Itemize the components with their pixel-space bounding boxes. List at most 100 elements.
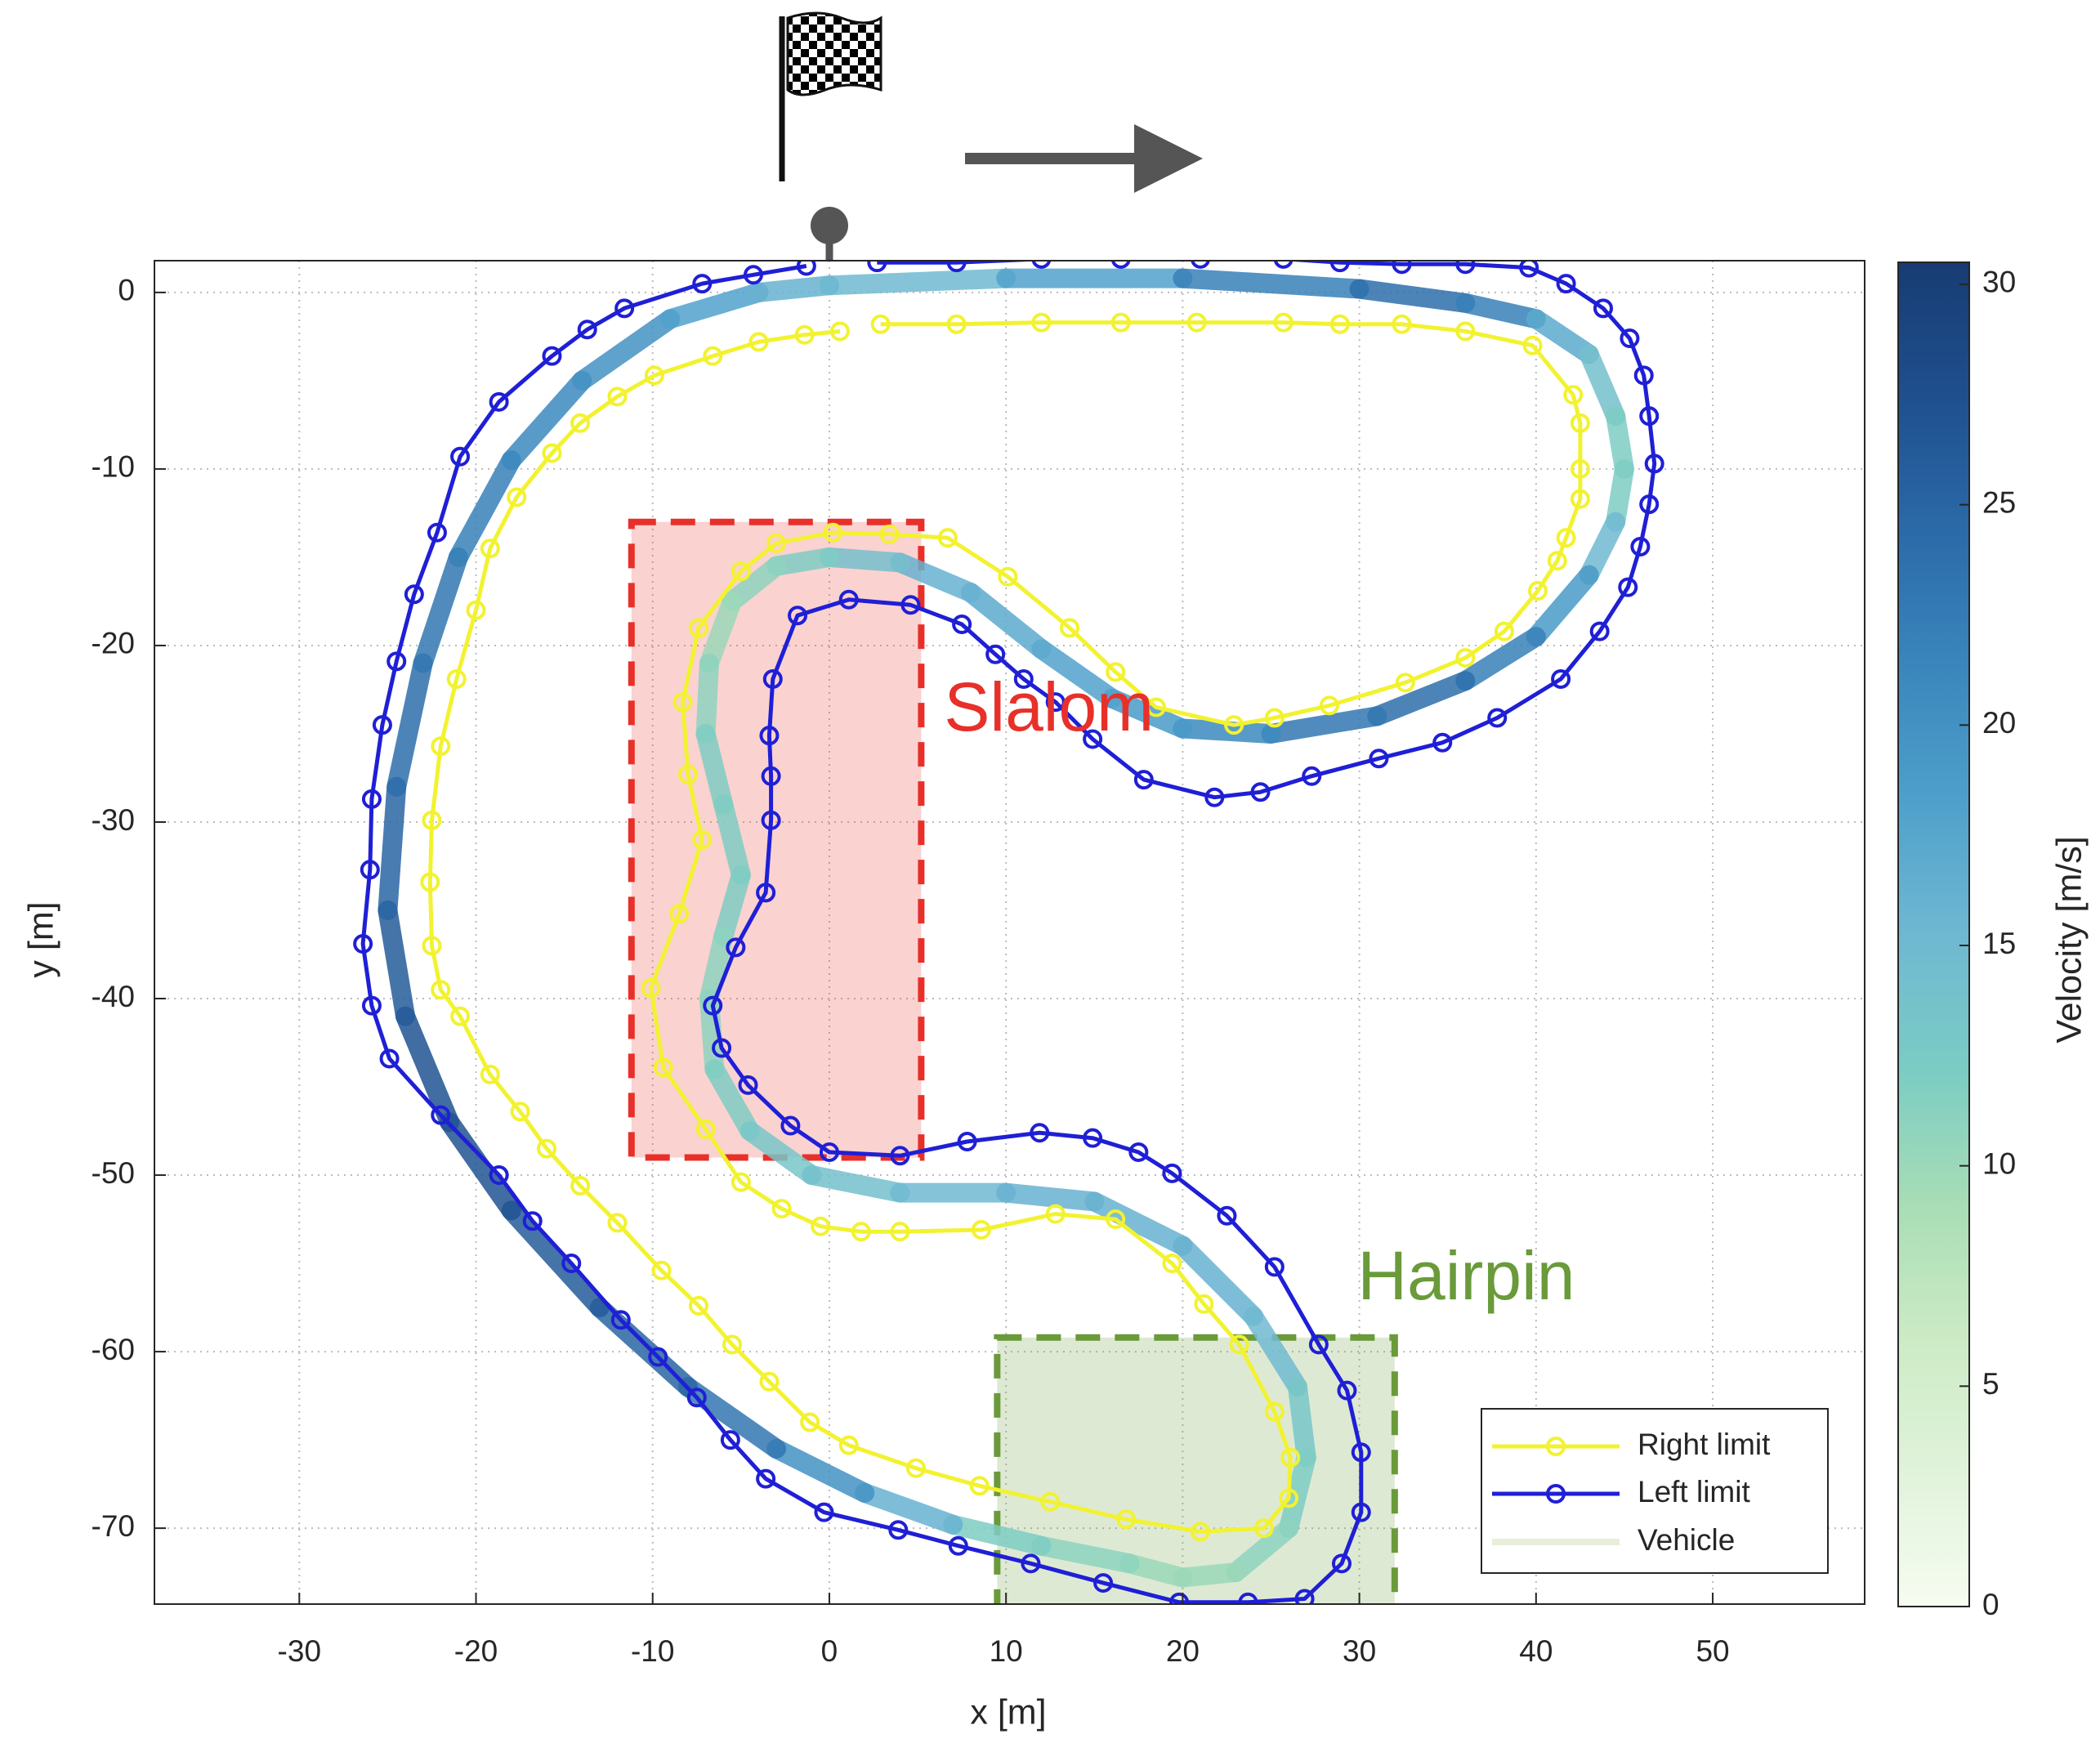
- limit-marker: [985, 644, 1006, 664]
- colorbar-tick-label: 25: [1982, 485, 2016, 519]
- colorbar-label: Velocity [m/s]: [2049, 836, 2089, 1043]
- limit-marker: [890, 1222, 910, 1242]
- vehicle-segment: [819, 268, 1016, 296]
- legend: Right limit Left limit Vehicle: [1481, 1408, 1829, 1574]
- limit-marker: [542, 346, 562, 366]
- vehicle-segment: [802, 1165, 910, 1203]
- limit-marker: [1204, 787, 1225, 807]
- limit-marker: [819, 1142, 839, 1162]
- colorbar-tick-label: 10: [1982, 1146, 2016, 1180]
- limit-marker: [771, 1199, 792, 1219]
- limit-marker: [1169, 1592, 1190, 1604]
- limit-marker: [1351, 1502, 1371, 1522]
- colorbar-fill: [1897, 261, 1970, 1607]
- limit-marker: [1556, 528, 1576, 548]
- limit-marker: [1060, 618, 1080, 638]
- x-axis-label: x [m]: [970, 1692, 1046, 1732]
- vehicle-segment: [1367, 671, 1476, 726]
- limit-marker: [480, 539, 500, 559]
- limit-marker: [1146, 697, 1166, 717]
- limit-marker: [1279, 1488, 1299, 1508]
- vehicle-segment: [1101, 688, 1193, 739]
- limit-marker: [651, 1260, 672, 1280]
- limit-marker: [905, 1458, 926, 1478]
- legend-marker: [1546, 1437, 1566, 1456]
- limit-marker: [692, 829, 713, 850]
- limit-marker: [811, 1216, 831, 1236]
- limit-line: [360, 261, 1657, 1604]
- limit-marker: [1644, 454, 1664, 474]
- limit-marker: [1162, 1254, 1182, 1274]
- limit-marker: [353, 934, 373, 954]
- vehicle-segment: [1579, 512, 1626, 585]
- limit-marker: [870, 314, 891, 334]
- x-tick-label: -30: [278, 1634, 321, 1668]
- limit-marker: [1487, 708, 1508, 728]
- limit-marker: [1250, 782, 1271, 802]
- limit-marker: [641, 978, 661, 999]
- vehicle-segment: [699, 989, 725, 1079]
- limit-marker: [766, 533, 787, 553]
- limit-marker: [1639, 406, 1660, 427]
- limit-marker: [1308, 1334, 1329, 1355]
- limit-marker: [1217, 1205, 1237, 1226]
- limit-marker: [1556, 274, 1576, 294]
- limit-marker: [1031, 261, 1052, 269]
- limit-marker: [1302, 766, 1322, 786]
- limit-marker: [1191, 261, 1210, 269]
- limit-marker: [731, 561, 751, 582]
- colorbar-tick-label: 20: [1982, 706, 2016, 740]
- limit-marker: [1392, 314, 1412, 334]
- limit-marker: [1563, 385, 1584, 405]
- limit-marker: [814, 1502, 834, 1522]
- legend-label: Right limit: [1638, 1428, 1771, 1461]
- limit-marker: [1522, 335, 1543, 355]
- vehicle-segment: [660, 282, 769, 329]
- limit-marker: [1570, 413, 1590, 433]
- limit-marker: [900, 595, 921, 615]
- vehicle-segment: [739, 1121, 822, 1186]
- limit-marker: [1319, 695, 1339, 716]
- vehicle-segment: [699, 591, 743, 673]
- limit-marker: [1194, 1294, 1214, 1314]
- limit-marker: [672, 692, 693, 713]
- limit-marker: [1093, 1573, 1114, 1593]
- limit-marker: [1369, 749, 1389, 769]
- limit-marker: [1224, 715, 1244, 735]
- limit-marker: [450, 446, 471, 467]
- limit-marker: [1083, 1128, 1103, 1148]
- x-tick-label: 50: [1696, 1634, 1729, 1668]
- vehicle-segment: [378, 776, 407, 920]
- limit-marker: [537, 1138, 557, 1159]
- limit-marker: [867, 261, 887, 273]
- vehicle-segment: [378, 900, 416, 1026]
- limit-marker: [1639, 494, 1660, 515]
- vehicle-segment: [386, 653, 433, 797]
- limit-marker: [888, 1520, 909, 1540]
- limit-marker: [796, 261, 816, 276]
- vehicle-segment: [943, 1514, 1052, 1556]
- limit-marker: [722, 1334, 743, 1355]
- vehicle-segment: [766, 1438, 875, 1503]
- limit-marker: [1030, 1123, 1050, 1143]
- limit-marker: [446, 668, 467, 689]
- limit-marker: [1116, 1509, 1137, 1530]
- limit-marker: [1618, 577, 1638, 597]
- vehicle-segment: [1243, 1306, 1307, 1397]
- limit-marker: [570, 413, 591, 433]
- limit-marker: [1110, 261, 1131, 269]
- limit-marker: [431, 736, 451, 757]
- limit-marker: [361, 995, 382, 1016]
- limit-marker: [1329, 261, 1350, 273]
- limit-marker: [577, 320, 597, 340]
- limit-marker: [1191, 1522, 1211, 1542]
- legend-box: [1481, 1408, 1829, 1574]
- limit-marker: [1083, 729, 1103, 749]
- limit-marker: [427, 522, 447, 543]
- vehicle-segment: [1579, 344, 1626, 427]
- y-tick-label: 0: [118, 274, 135, 307]
- y-tick-label: -10: [92, 450, 135, 484]
- legend-marker: [1546, 1484, 1566, 1504]
- limit-marker: [743, 265, 763, 285]
- limit-marker: [510, 1102, 530, 1122]
